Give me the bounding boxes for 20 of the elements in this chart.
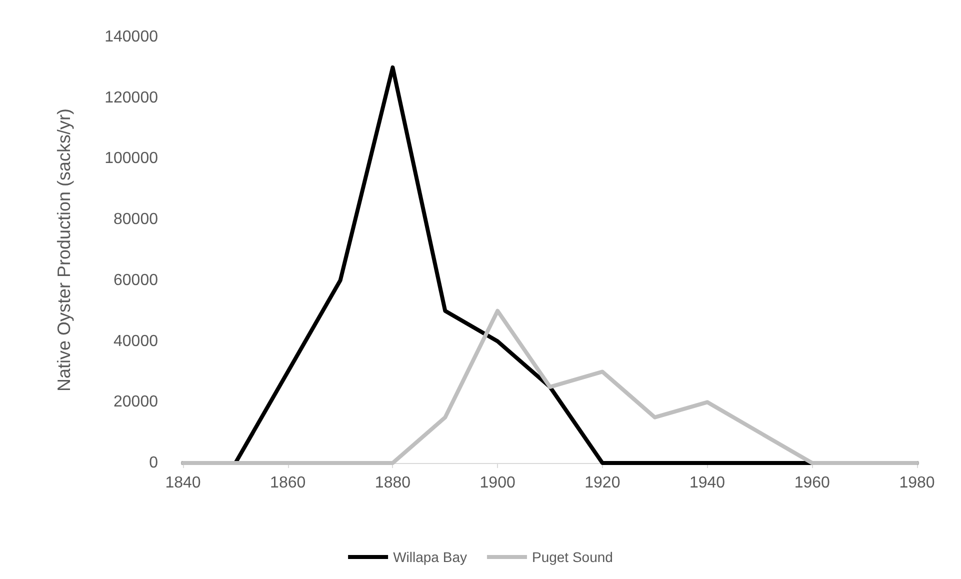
legend-label: Puget Sound [532,549,613,565]
y-tick-label: 60000 [114,272,158,289]
x-tick-label: 1960 [794,474,830,492]
x-tick-label: 1900 [480,474,516,492]
line-series [181,308,919,465]
x-tick-label: 1880 [374,474,411,492]
y-tick-label: 40000 [114,332,158,350]
y-tick-label: 100000 [104,150,158,168]
x-tick-label: 1860 [270,474,306,492]
x-tick-label: 1980 [899,474,935,492]
x-tick-label: 1940 [689,474,726,492]
y-tick-label: 140000 [104,28,158,46]
y-tick-label: 120000 [104,89,158,106]
y-axis-title: Native Oyster Production (sacks/yr) [54,108,74,392]
y-tick-label: 0 [149,454,158,472]
y-tick-label: 20000 [114,394,158,411]
y-tick-label: 80000 [114,211,158,228]
legend-label: Willapa Bay [393,549,467,565]
x-tick-label: 1920 [584,474,620,492]
x-tick-label: 1840 [165,474,201,492]
